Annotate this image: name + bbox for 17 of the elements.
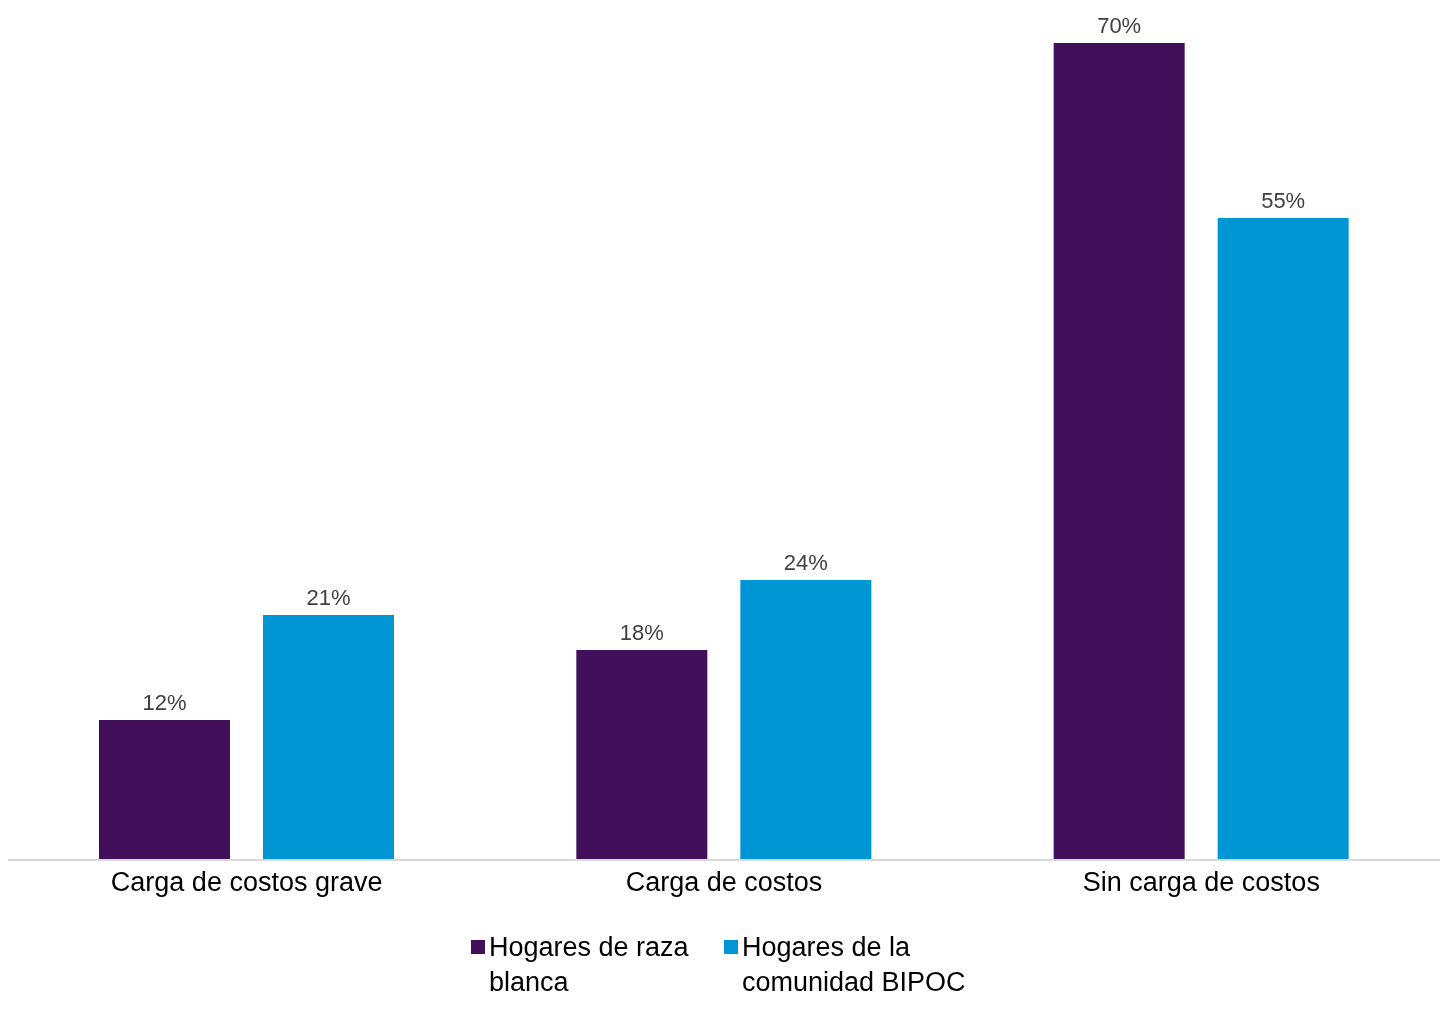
data-label: 18% (619, 619, 664, 645)
bar (263, 614, 394, 860)
bar (99, 719, 230, 860)
bar (1053, 43, 1185, 860)
bar (576, 649, 708, 860)
data-label: 12% (142, 689, 187, 715)
data-label: 24% (783, 549, 828, 575)
legend-label: Hogares de la comunidad BIPOC (742, 931, 967, 999)
data-label: 55% (1261, 188, 1306, 214)
bar (1217, 218, 1349, 860)
x-tick-label: Carga de costos (625, 867, 823, 898)
x-tick-label: Sin carga de costos (1082, 867, 1320, 898)
x-tick-label: Carga de costos grave (110, 867, 383, 898)
legend-label: Hogares de raza blanca (489, 931, 690, 999)
data-label: 21% (306, 584, 351, 610)
bar (740, 579, 872, 860)
data-label: 70% (1097, 13, 1142, 38)
